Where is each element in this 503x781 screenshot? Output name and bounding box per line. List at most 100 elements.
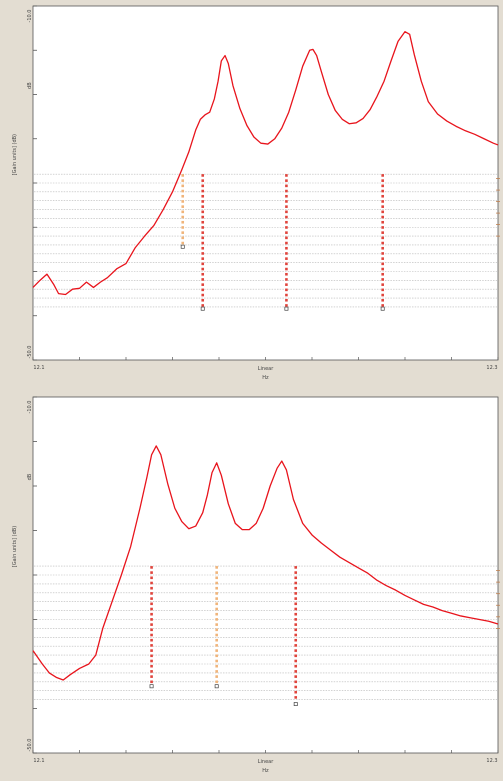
marker-square (150, 659, 153, 663)
marker-square (294, 607, 298, 611)
marker-square (150, 566, 153, 569)
marker-square (381, 215, 384, 219)
marker-square (381, 205, 384, 208)
x-tick-label-left: 12.1 (33, 365, 44, 371)
marker-square (294, 592, 298, 595)
y-axis-label: [Gain units] (dB) (12, 526, 18, 567)
marker-square (381, 246, 384, 250)
marker-square (201, 293, 205, 297)
marker-square (150, 602, 153, 606)
marker-square (381, 174, 384, 177)
marker-square (215, 638, 218, 642)
marker-square (215, 602, 218, 606)
marker-square (285, 257, 288, 260)
marker-square (285, 231, 288, 234)
marker-square (215, 659, 218, 663)
marker-square (285, 267, 288, 271)
marker-square (150, 638, 153, 642)
marker-square (285, 272, 288, 276)
marker-square (201, 288, 205, 292)
series-line (32, 445, 499, 681)
marker-square (150, 680, 153, 684)
marker-square (201, 205, 205, 208)
marker-square (201, 246, 205, 250)
marker-square (201, 194, 205, 198)
marker-square (150, 623, 153, 626)
chart-top: -10.0 dB -50.0 [Gain units] (dB) 12.1 12.3 Lin… (0, 0, 503, 385)
y-tick-label-unit: dB (27, 82, 33, 89)
marker-end-box (284, 306, 289, 311)
marker-square (215, 586, 218, 590)
marker-square (181, 189, 185, 193)
marker-square (381, 304, 384, 307)
marker-square (285, 241, 288, 245)
marker-square (381, 278, 384, 281)
marker-square (294, 654, 298, 658)
marker-square (294, 633, 298, 637)
y-tick-label-top: -10.0 (27, 401, 33, 414)
marker-square (201, 262, 205, 266)
marker-square (285, 179, 288, 182)
marker-square (215, 670, 218, 673)
marker-square (201, 304, 205, 307)
marker-square (294, 670, 298, 673)
marker-square (181, 205, 185, 208)
marker-square (294, 685, 298, 689)
marker-square (181, 226, 185, 229)
marker-square (215, 576, 218, 580)
x-scale-label: Linear (258, 759, 274, 765)
marker-square (150, 633, 153, 637)
marker-square (201, 184, 205, 188)
marker-square (285, 200, 288, 203)
marker-square (381, 298, 384, 302)
marker-square (285, 283, 288, 286)
marker-square (381, 194, 384, 198)
marker-square (150, 664, 153, 668)
marker-square (294, 618, 298, 621)
x-axis-label: Hz (262, 768, 269, 774)
marker-square (294, 602, 298, 606)
marker-square (181, 194, 185, 198)
y-tick-label-bottom: -50.0 (27, 739, 33, 752)
marker-square (215, 607, 218, 611)
marker-square (294, 623, 298, 626)
marker-square (381, 267, 384, 271)
marker-square (285, 278, 288, 281)
marker-square (150, 628, 153, 632)
marker-square (294, 644, 298, 647)
marker-square (215, 623, 218, 626)
marker-square (381, 226, 384, 229)
marker-square (294, 638, 298, 642)
marker-square (294, 597, 298, 600)
marker-end-box (200, 306, 205, 311)
marker-square (294, 675, 298, 678)
marker-square (150, 571, 153, 574)
marker-square (215, 581, 218, 585)
marker-square (215, 664, 218, 668)
marker-square (381, 288, 384, 292)
y-tick-label-bottom: -50.0 (27, 346, 33, 359)
marker-square (215, 649, 218, 652)
marker-square (201, 283, 205, 286)
series-line (32, 31, 499, 296)
marker-square (285, 288, 288, 292)
marker-square (215, 628, 218, 632)
marker-square (381, 283, 384, 286)
marker-column (380, 174, 385, 311)
marker-square (285, 194, 288, 198)
marker-square (285, 220, 288, 224)
marker-square (381, 241, 384, 245)
marker-square (215, 592, 218, 595)
marker-square (201, 241, 205, 245)
marker-square (150, 675, 153, 678)
marker-square (150, 597, 153, 600)
marker-column (214, 566, 219, 689)
marker-square (294, 576, 298, 580)
marker-square (381, 272, 384, 276)
marker-square (381, 262, 384, 266)
marker-square (294, 649, 298, 652)
marker-square (381, 252, 384, 255)
marker-square (381, 220, 384, 224)
marker-square (381, 236, 384, 240)
marker-square (181, 184, 185, 188)
